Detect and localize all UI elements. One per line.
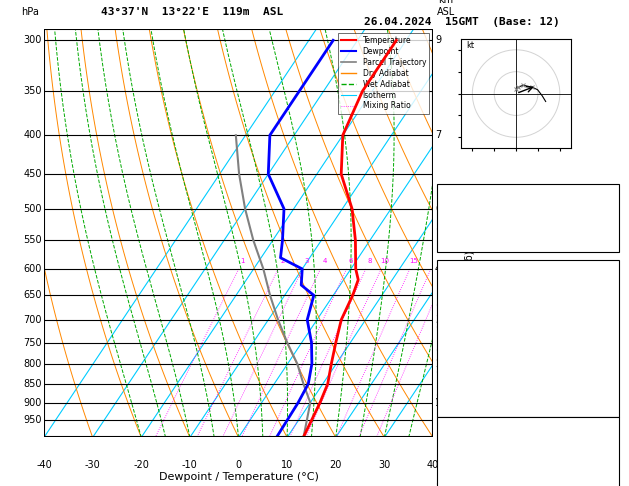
Text: 13.3: 13.3 bbox=[592, 289, 613, 298]
Text: 550: 550 bbox=[23, 235, 42, 245]
Text: 3: 3 bbox=[435, 315, 441, 325]
Text: 1: 1 bbox=[241, 258, 245, 263]
Text: 500: 500 bbox=[23, 204, 42, 214]
Text: 1.51: 1.51 bbox=[592, 236, 613, 245]
Text: K: K bbox=[442, 191, 448, 200]
Text: 20: 20 bbox=[330, 460, 342, 470]
Text: 10: 10 bbox=[281, 460, 293, 470]
Text: CAPE (J): CAPE (J) bbox=[442, 379, 486, 388]
Text: 30: 30 bbox=[378, 460, 391, 470]
Text: 23: 23 bbox=[603, 191, 613, 200]
Legend: Temperature, Dewpoint, Parcel Trajectory, Dry Adiabat, Wet Adiabat, Isotherm, Mi: Temperature, Dewpoint, Parcel Trajectory… bbox=[338, 33, 429, 114]
Text: Lifted Index: Lifted Index bbox=[442, 356, 507, 365]
Text: 300: 300 bbox=[24, 35, 42, 45]
Text: 184: 184 bbox=[597, 379, 613, 388]
Text: Surface: Surface bbox=[509, 266, 547, 276]
Text: 15: 15 bbox=[409, 258, 418, 263]
Text: 1: 1 bbox=[608, 356, 613, 365]
Text: 2: 2 bbox=[280, 258, 284, 263]
Text: 800: 800 bbox=[24, 359, 42, 369]
Text: CIN (J): CIN (J) bbox=[442, 401, 480, 410]
Text: 400: 400 bbox=[24, 130, 42, 140]
Text: -10: -10 bbox=[182, 460, 198, 470]
Text: Dewpoint / Temperature (°C): Dewpoint / Temperature (°C) bbox=[159, 472, 318, 482]
Text: 850: 850 bbox=[23, 379, 42, 389]
Text: Pressure (mb): Pressure (mb) bbox=[442, 446, 513, 455]
Text: 48: 48 bbox=[603, 213, 613, 223]
Text: -40: -40 bbox=[36, 460, 52, 470]
Text: Totals Totals: Totals Totals bbox=[442, 213, 513, 223]
Text: 750: 750 bbox=[23, 337, 42, 347]
Text: hPa: hPa bbox=[21, 7, 38, 17]
Text: 1: 1 bbox=[435, 398, 441, 408]
Text: 40: 40 bbox=[427, 460, 439, 470]
FancyBboxPatch shape bbox=[437, 184, 619, 252]
Text: 900: 900 bbox=[24, 398, 42, 408]
Text: 8: 8 bbox=[367, 258, 372, 263]
Text: 998: 998 bbox=[597, 446, 613, 455]
Text: 4: 4 bbox=[322, 258, 326, 263]
Text: LCL: LCL bbox=[435, 398, 450, 407]
Text: 26.04.2024  15GMT  (Base: 12): 26.04.2024 15GMT (Base: 12) bbox=[364, 17, 560, 27]
Text: 950: 950 bbox=[23, 416, 42, 425]
Text: km
ASL: km ASL bbox=[437, 0, 455, 17]
Text: Mixing Ratio (g/kg): Mixing Ratio (g/kg) bbox=[463, 187, 473, 279]
Text: 2: 2 bbox=[435, 359, 441, 369]
FancyBboxPatch shape bbox=[437, 260, 619, 417]
Text: Most Unstable: Most Unstable bbox=[493, 424, 563, 433]
Text: 305: 305 bbox=[597, 334, 613, 343]
Text: 0: 0 bbox=[235, 460, 242, 470]
Text: 9: 9 bbox=[435, 35, 441, 45]
Text: Dewp (°C): Dewp (°C) bbox=[442, 312, 491, 320]
Text: 600: 600 bbox=[24, 264, 42, 274]
Text: 6: 6 bbox=[435, 204, 441, 214]
Text: 650: 650 bbox=[23, 290, 42, 300]
Text: 7.8: 7.8 bbox=[597, 312, 613, 320]
Text: -30: -30 bbox=[85, 460, 101, 470]
Text: 43°37'N  13°22'E  119m  ASL: 43°37'N 13°22'E 119m ASL bbox=[101, 7, 283, 17]
Text: 350: 350 bbox=[23, 86, 42, 96]
Text: θₑ (K): θₑ (K) bbox=[442, 469, 475, 478]
FancyBboxPatch shape bbox=[437, 417, 619, 486]
Text: 450: 450 bbox=[23, 169, 42, 179]
Text: 6: 6 bbox=[348, 258, 353, 263]
Text: 4: 4 bbox=[435, 264, 441, 274]
Text: 0: 0 bbox=[608, 401, 613, 410]
Text: -20: -20 bbox=[133, 460, 149, 470]
Text: 3: 3 bbox=[304, 258, 309, 263]
Text: PW (cm): PW (cm) bbox=[442, 236, 480, 245]
Text: 305: 305 bbox=[597, 469, 613, 478]
Text: 7: 7 bbox=[435, 130, 441, 140]
Text: 700: 700 bbox=[23, 315, 42, 325]
Text: 10: 10 bbox=[381, 258, 389, 263]
Text: kt: kt bbox=[466, 41, 474, 50]
Text: Temp (°C): Temp (°C) bbox=[442, 289, 491, 298]
Text: θₑ(K): θₑ(K) bbox=[442, 334, 469, 343]
